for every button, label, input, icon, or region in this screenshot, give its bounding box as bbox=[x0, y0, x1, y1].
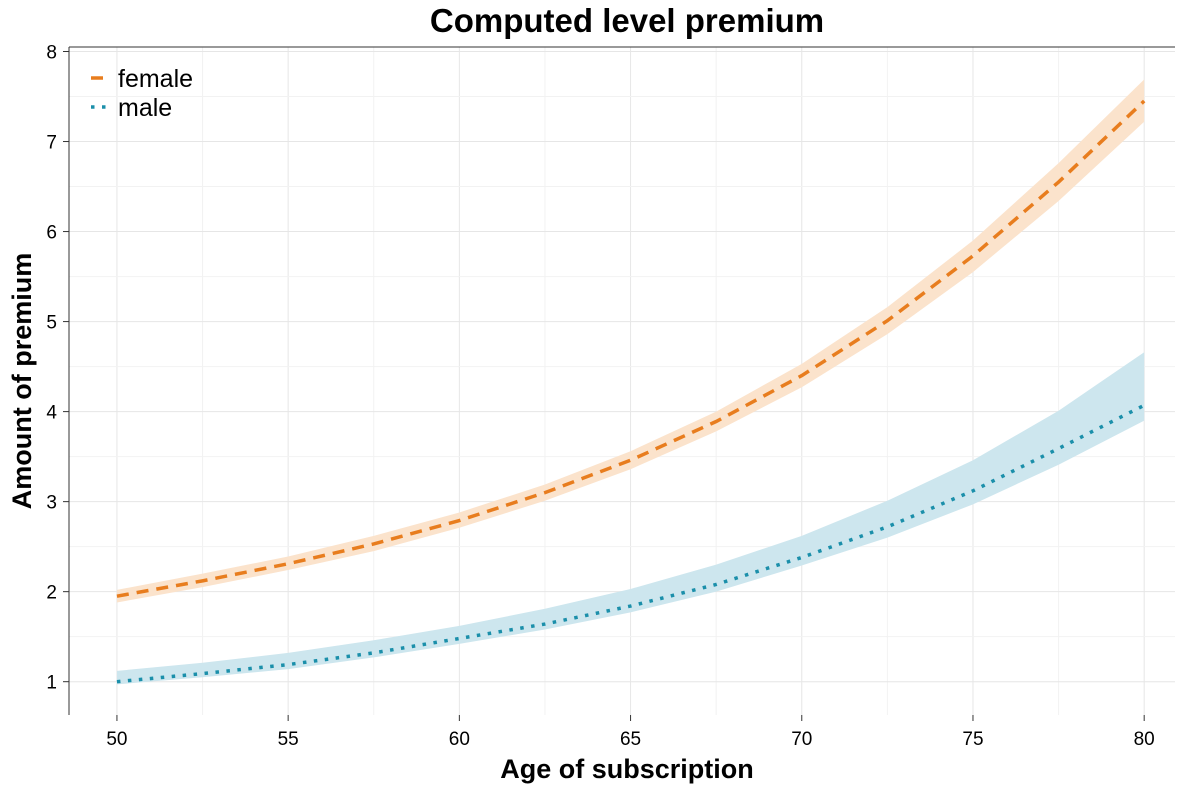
x-tick-label: 60 bbox=[449, 729, 470, 750]
female-legend-label: female bbox=[118, 65, 193, 93]
plot-area bbox=[68, 46, 1175, 715]
x-tick-label: 50 bbox=[106, 729, 127, 750]
x-tick-label: 75 bbox=[962, 729, 983, 750]
line-layer bbox=[116, 99, 1146, 684]
x-tick-label: 65 bbox=[620, 729, 641, 750]
x-tick-label: 55 bbox=[278, 729, 299, 750]
y-tick-labels: 1 2 3 4 5 6 7 8 bbox=[46, 43, 69, 694]
plot-background bbox=[69, 47, 1175, 715]
y-tick-label: 1 bbox=[46, 673, 57, 694]
axis-layer bbox=[68, 46, 1175, 715]
y-tick-label: 7 bbox=[46, 133, 57, 154]
y-tick-label: 4 bbox=[46, 403, 57, 424]
x-tick-label: 80 bbox=[1134, 729, 1155, 750]
male-legend-label: male bbox=[118, 94, 172, 122]
y-tick-label: 6 bbox=[46, 223, 57, 244]
y-tick-label: 2 bbox=[46, 583, 57, 604]
y-tick-label: 8 bbox=[46, 43, 57, 64]
x-tick-label: 70 bbox=[791, 729, 812, 750]
chart-title: Computed level premium bbox=[430, 2, 824, 39]
y-tick-label: 5 bbox=[46, 313, 57, 334]
y-tick-label: 3 bbox=[46, 493, 57, 514]
male-line bbox=[116, 403, 1145, 684]
y-axis-title: Amount of premium bbox=[7, 253, 37, 510]
x-tick-labels: 50 55 60 65 70 75 80 bbox=[106, 715, 1155, 750]
x-axis-title: Age of subscription bbox=[500, 754, 754, 784]
